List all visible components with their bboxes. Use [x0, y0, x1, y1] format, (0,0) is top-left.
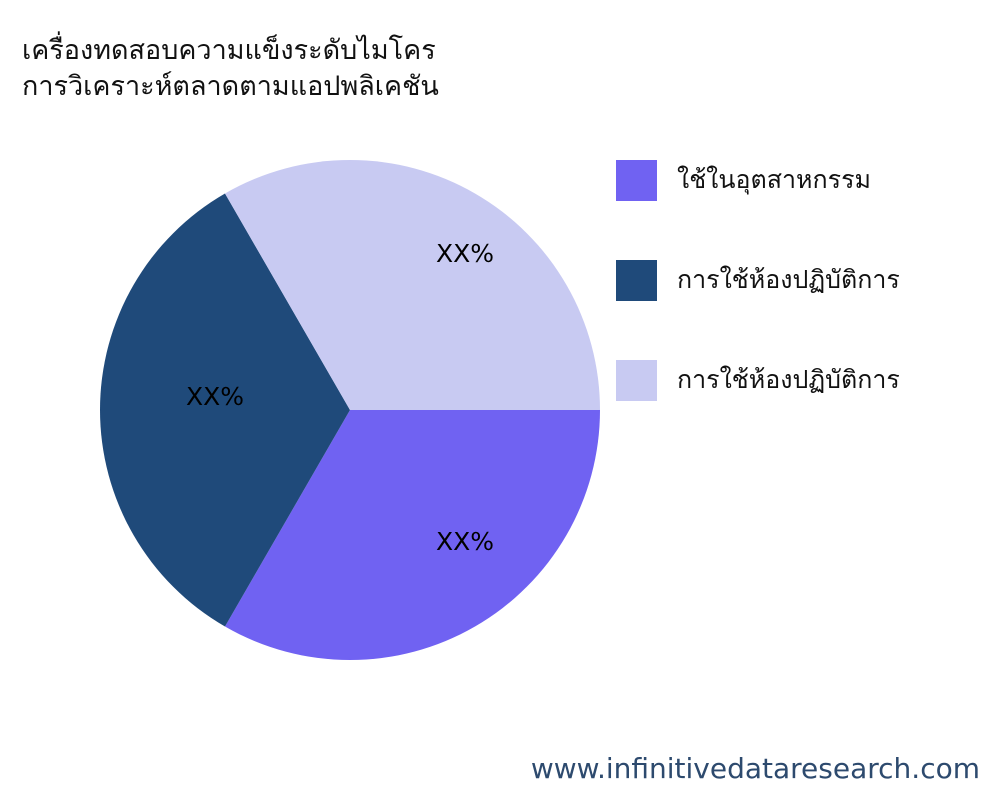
chart-title-line-1: เครื่องทดสอบความแข็งระดับไมโคร — [22, 35, 436, 66]
legend-label: ใช้ในอุตสาหกรรม — [677, 165, 871, 194]
legend-item-laboratory: การใช้ห้องปฏิบัติการ — [616, 259, 900, 301]
data-label-1: XX% — [186, 382, 244, 411]
legend-label: การใช้ห้องปฏิบัติการ — [677, 365, 900, 394]
pie-slice-2 — [225, 160, 600, 410]
data-label-2: XX% — [436, 239, 494, 268]
chart-title-line-2: การวิเคราะห์ตลาดตามแอปพลิเคชัน — [22, 71, 439, 102]
legend-item-industrial: ใช้ในอุตสาหกรรม — [616, 159, 871, 201]
legend-item-laboratory-2: การใช้ห้องปฏิบัติการ — [616, 359, 900, 401]
pie-slice-0 — [225, 410, 600, 660]
legend-label: การใช้ห้องปฏิบัติการ — [677, 265, 900, 294]
legend-swatch — [616, 259, 657, 301]
legend-swatch — [616, 159, 657, 201]
data-label-0: XX% — [436, 527, 494, 556]
watermark: www.infinitivedataresearch.com — [530, 752, 980, 785]
legend-swatch — [616, 359, 657, 401]
